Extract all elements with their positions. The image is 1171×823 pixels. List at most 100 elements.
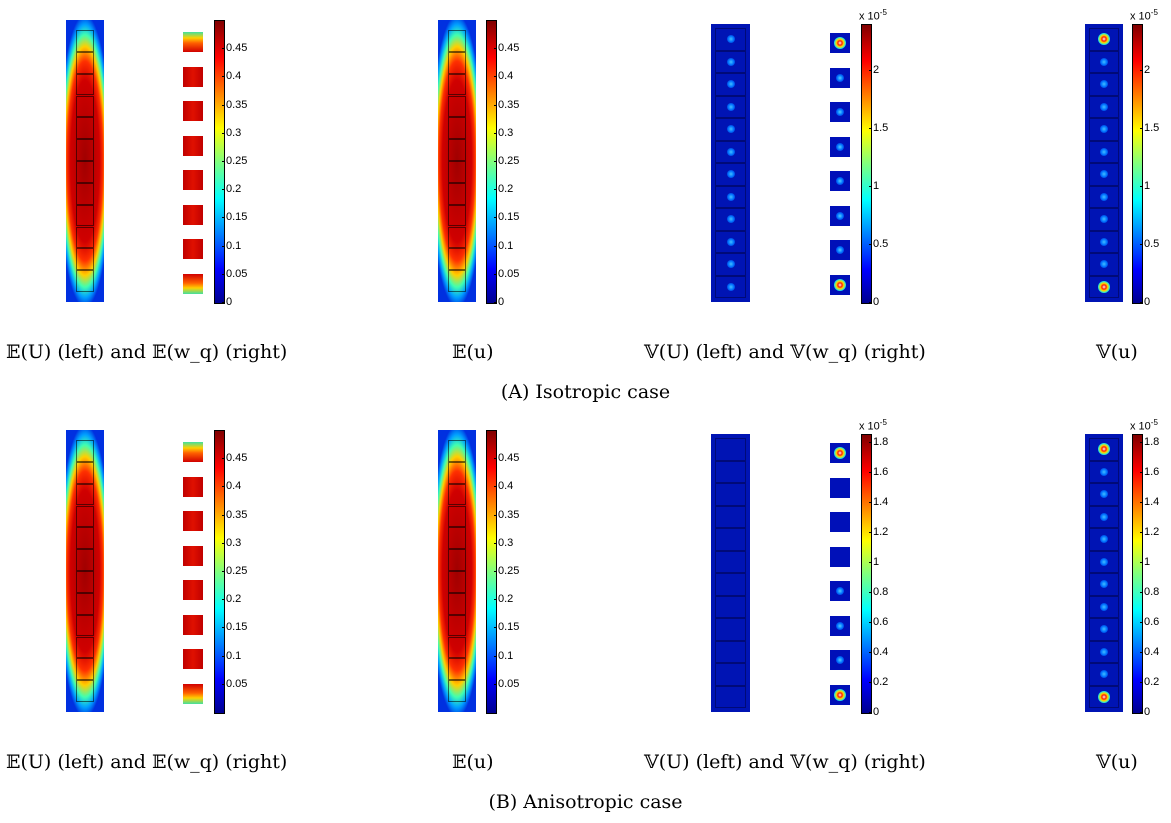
colorbar-exponent-power: -5 [879,8,887,17]
colorbar: 2 1.5 1 0.5 0 [861,24,888,308]
subdomain-cell [76,592,94,615]
colorbar-tick-label: 0.2 [493,593,514,606]
figure-row-isotropic: 0.45 0.4 0.35 0.3 0.25 0.2 0.15 0.1 0.05 0 0.45 0.4… [0,0,1171,410]
colorbar-tick-label: 0.4 [493,480,514,493]
colorbar-tick-label: 1 [868,180,880,193]
colorbar-exponent: x 10-5 [1130,418,1158,433]
colorbar: 0.45 0.4 0.35 0.3 0.25 0.2 0.15 0.1 0.05 0 [214,20,247,308]
local-mean-square [183,649,203,669]
subdomain-cell [448,636,466,659]
subdomain-cell [715,528,746,551]
colorbar-tick-label: 0.4 [1139,645,1160,658]
variance-hotspot [726,260,735,269]
local-variance-square [830,581,850,601]
local-mean-square [183,476,203,497]
variance-hotspot [1100,512,1108,521]
variance-hotspot [1100,215,1108,224]
subdomain-cell [715,663,746,686]
colorbar-exponent-base: x 10 [1130,420,1151,433]
variance-hotspot [1100,170,1108,179]
local-mean-square [183,239,203,259]
subdomain-cell [76,117,94,140]
colorbar-tick-label: 0.05 [493,267,520,280]
subdomain-cell [76,636,94,659]
subdomain-cell [448,139,466,161]
subdomain-cell [715,640,746,663]
subdomain-cell [448,571,466,593]
panel-grid: 0.45 0.4 0.35 0.3 0.25 0.2 0.15 0.1 0.05 0.45 0.4 0… [0,410,1171,790]
colorbar-tick-label: 1.8 [868,435,889,448]
subdomain-cell [715,550,746,573]
variance-hotspot [836,656,844,664]
subdomain-cell [448,117,466,140]
panel-caption: 𝔼(u) [452,341,494,363]
colorbar-tick-label: 0 [1139,296,1151,308]
subdomain-cell [715,208,746,231]
subdomain-cell [448,204,466,227]
colorbar-tick-label: 2 [868,64,880,77]
subdomain-cell [76,571,94,593]
colorbar-tick-label: 0.6 [868,615,889,628]
variance-hotspot [1100,147,1108,156]
colorbar-tick-label: 1.6 [868,465,889,478]
local-variance-square [830,274,850,295]
subdomain-cell [1089,230,1119,253]
colorbar-tick-label: 0.05 [493,677,520,690]
subdomain-cell [1089,163,1119,186]
colorbar-exponent: x 10-5 [859,418,887,433]
colorbar-tick-label: 0.4 [221,480,242,493]
subdomain-cell [715,595,746,618]
variance-hotspot [834,447,846,459]
colorbar-tick-label: 0.35 [221,98,248,111]
subdomain-cell [448,248,466,271]
local-variance-square [830,650,850,670]
variance-hotspot [1098,690,1110,703]
subdomain-cell [715,73,746,96]
local-variance-square [830,171,850,191]
colorbar-tick-label: 0.1 [493,649,514,662]
colorbar-tick-label: 0.3 [221,126,242,139]
local-mean-square [183,442,203,462]
subdomain-cell [76,51,94,74]
local-mean-square [183,683,203,704]
subdomain-cell [1089,595,1119,618]
variance-hotspot [1100,57,1108,66]
colorbar-tick-label: 0.5 [1139,238,1160,251]
variance-hotspot [726,35,735,44]
variance-field-strip [711,434,750,712]
panel-caption: 𝔼(U) (left) and 𝔼(w_q) (right) [6,341,288,363]
colorbar-tick-label: 0.3 [221,536,242,549]
local-mean-square [183,614,203,635]
variance-hotspot [726,80,735,89]
figure-row-anisotropic: 0.45 0.4 0.35 0.3 0.25 0.2 0.15 0.1 0.05 0.45 0.4 0… [0,410,1171,823]
colorbar-tick-label: 0 [868,706,880,718]
subdomain-cell [715,438,746,461]
variance-hotspot [834,688,846,701]
variance-hotspot [1100,557,1108,566]
mean-field-strip [66,430,104,712]
local-mean-square [183,170,203,190]
variance-hotspot [1098,33,1110,46]
local-variance-square [830,240,850,260]
colorbar-tick-label: 0.15 [493,621,520,634]
local-variance-square [830,477,850,498]
colorbar-tick-label: 0.45 [221,452,248,465]
colorbar-tick-label: 1.5 [868,122,889,135]
colorbar-tick-label: 0 [221,296,233,308]
local-variance-square [830,684,850,705]
colorbar: 0.45 0.4 0.35 0.3 0.25 0.2 0.15 0.1 0.05 [214,430,247,714]
variance-hotspot [726,147,735,156]
subdomain-cell [448,680,466,702]
colorbar-tick-label: 0 [493,296,505,308]
variance-hotspot [726,215,735,224]
mean-field-strip [66,20,104,302]
colorbar-tick-label: 1.4 [1139,495,1160,508]
variance-hotspot [726,237,735,246]
subfigure-caption: (B) Anisotropic case [488,791,683,813]
colorbar-exponent: x 10-5 [859,8,887,23]
variance-hotspot [1098,280,1110,293]
colorbar-tick-label: 1 [1139,180,1151,193]
colorbar-tick-label: 0.05 [221,267,248,280]
subdomain-cell [715,163,746,186]
subdomain-cell [76,204,94,227]
